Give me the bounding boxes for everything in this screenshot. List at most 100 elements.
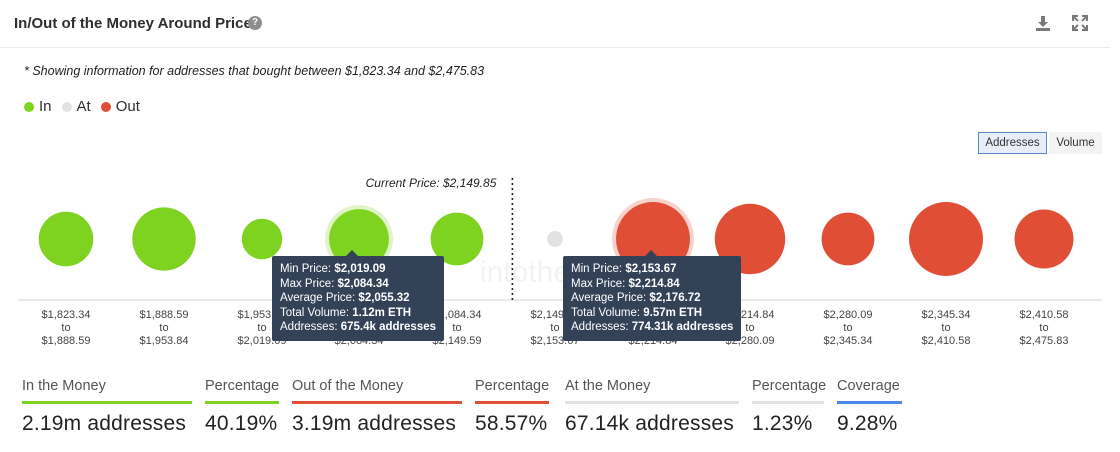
tooltip-row-total-volume: Total Volume: 1.12m ETH — [280, 306, 436, 321]
tooltip-bin-out: Min Price: $2,153.67 Max Price: $2,214.8… — [563, 250, 742, 341]
tooltip-value: $2,153.67 — [625, 263, 677, 275]
tooltip-arrow — [346, 250, 358, 256]
stat-color-bar — [292, 401, 462, 404]
legend-dot-in — [24, 101, 34, 112]
bin-from-label: $2,084.34 — [433, 309, 482, 321]
bin-from-label: $2,345.34 — [922, 309, 971, 321]
bin-from-label: $2,410.58 — [1020, 309, 1069, 321]
tooltip-row-total-volume: Total Volume: 9.57m ETH — [571, 306, 733, 321]
tooltip-arrow — [645, 250, 657, 256]
stat-value: 58.57% — [475, 412, 548, 435]
tooltip-label: Max Price: — [571, 277, 626, 290]
tooltip-label: Addresses: — [280, 321, 338, 333]
bin-from-label: $2,280.09 — [824, 309, 873, 321]
stat-color-bar — [205, 401, 279, 404]
stat-color-bar — [837, 401, 902, 404]
tooltip-label: Min Price: — [280, 263, 332, 275]
chart-header: In/Out of the Money Around Price ? — [0, 0, 1110, 48]
stat-label: Coverage — [837, 378, 900, 394]
bin-to-label: $2,149.59 — [433, 335, 482, 347]
bin-from-label: $1,888.59 — [140, 309, 189, 321]
legend-item-in[interactable]: In — [24, 98, 52, 115]
addresses-toggle-button[interactable]: Addresses — [978, 132, 1047, 154]
tooltip-label: Max Price: — [280, 277, 335, 290]
range-note: * Showing information for addresses that… — [24, 64, 485, 78]
stat-value: 67.14k addresses — [565, 412, 734, 435]
tooltip-label: Total Volume: — [571, 306, 641, 319]
stat-label: Percentage — [205, 378, 280, 394]
legend-item-at[interactable]: At — [61, 98, 91, 115]
chart-legend: In At Out — [24, 98, 150, 115]
legend-dot-out — [100, 101, 111, 112]
stat-in-percentage: Percentage 40.19% — [205, 378, 279, 436]
stat-label: Out of the Money — [292, 378, 404, 394]
bin-to-word: to — [61, 322, 70, 334]
stat-value: 2.19m addresses — [22, 412, 187, 435]
legend-label-in: In — [39, 98, 52, 115]
bubble-in — [329, 209, 389, 269]
tooltip-value: 774.31k addresses — [631, 321, 734, 333]
tooltip-value: 675.4k addresses — [340, 321, 437, 333]
tooltip-row-addresses: Addresses: 774.31k addresses — [571, 320, 733, 335]
stat-value: 3.19m addresses — [292, 412, 457, 435]
stat-out-percentage: Percentage 58.57% — [475, 378, 549, 436]
tooltip-label: Addresses: — [571, 321, 629, 333]
stat-label: In the Money — [22, 378, 106, 394]
legend-dot-at — [61, 101, 72, 112]
tooltip-row-max-price: Max Price: $2,084.34 — [280, 277, 436, 292]
legend-label-out: Out — [115, 98, 140, 115]
summary-stats: In the Money 2.19m addresses Percentage … — [0, 378, 1120, 452]
stat-label: At the Money — [565, 378, 651, 394]
bubble-out — [821, 212, 875, 266]
bin-to-word: to — [941, 322, 950, 334]
bubble-out — [1014, 209, 1074, 269]
tooltip-label: Total Volume: — [280, 306, 350, 319]
tooltip-row-max-price: Max Price: $2,214.84 — [571, 277, 733, 292]
bubble-in — [241, 218, 283, 260]
bin-to-word: to — [745, 322, 754, 334]
bin-to-label: $2,410.58 — [922, 335, 971, 347]
tooltip-value: $2,176.72 — [649, 292, 701, 304]
stat-value: 9.28% — [837, 412, 898, 435]
bin-from-label: $1,823.34 — [42, 309, 91, 321]
stat-color-bar — [22, 401, 192, 404]
stat-value: 1.23% — [752, 412, 813, 435]
stat-coverage: Coverage 9.28% — [837, 378, 902, 436]
download-icon[interactable] — [1034, 14, 1052, 32]
stat-label: Percentage — [475, 378, 550, 394]
tooltip-label: Average Price: — [571, 292, 647, 304]
tooltip-value: $2,019.09 — [334, 263, 386, 275]
stat-out-of-the-money: Out of the Money 3.19m addresses — [292, 378, 462, 436]
bin-to-word: to — [550, 322, 559, 334]
volume-toggle-button[interactable]: Volume — [1049, 132, 1102, 154]
bin-to-label: $1,953.84 — [140, 335, 189, 347]
bin-to-word: to — [257, 322, 266, 334]
tooltip-row-average-price: Average Price: $2,176.72 — [571, 291, 733, 306]
bin-to-label: $2,345.34 — [824, 335, 873, 347]
tooltip-row-min-price: Min Price: $2,019.09 — [280, 262, 436, 277]
bin-to-word: to — [452, 322, 461, 334]
legend-label-at: At — [76, 98, 91, 115]
tooltip-row-addresses: Addresses: 675.4k addresses — [280, 320, 436, 335]
tooltip-label: Min Price: — [571, 263, 623, 275]
stat-label: Percentage — [752, 378, 827, 394]
stat-at-percentage: Percentage 1.23% — [752, 378, 827, 436]
current-price-label: Current Price: $2,149.85 — [366, 176, 497, 190]
help-circle-icon[interactable]: ? — [248, 16, 262, 30]
bin-to-label: $1,888.59 — [42, 335, 91, 347]
stat-at-the-money: At the Money 67.14k addresses — [565, 378, 739, 436]
stat-color-bar — [475, 401, 549, 404]
legend-item-out[interactable]: Out — [100, 98, 140, 115]
stat-value: 40.19% — [205, 412, 278, 435]
stat-in-the-money: In the Money 2.19m addresses — [22, 378, 192, 436]
expand-icon[interactable] — [1071, 14, 1089, 32]
tooltip-row-average-price: Average Price: $2,055.32 — [280, 291, 436, 306]
bin-to-label: $2,475.83 — [1020, 335, 1069, 347]
tooltip-value: $2,055.32 — [358, 292, 410, 304]
tooltip-value: $2,084.34 — [337, 277, 389, 290]
chart-title: In/Out of the Money Around Price — [14, 15, 252, 32]
bubble-out — [909, 202, 983, 276]
tooltip-value: $2,214.84 — [628, 277, 680, 290]
bubble-at — [547, 231, 563, 247]
